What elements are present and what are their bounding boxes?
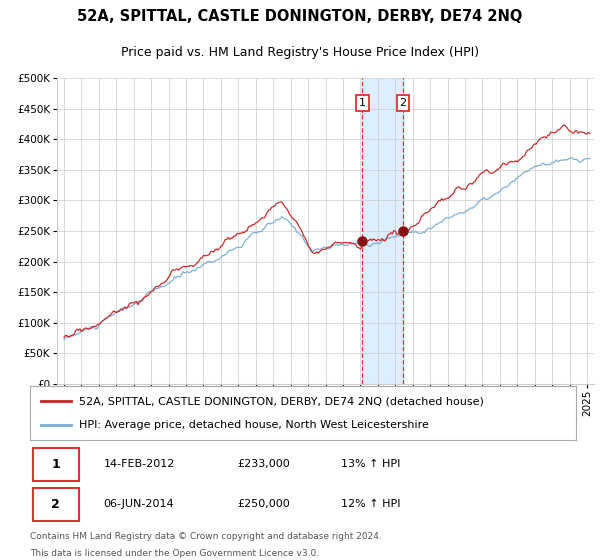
Text: 06-JUN-2014: 06-JUN-2014	[104, 499, 175, 509]
Text: £250,000: £250,000	[238, 499, 290, 509]
FancyBboxPatch shape	[33, 447, 79, 480]
Text: Contains HM Land Registry data © Crown copyright and database right 2024.: Contains HM Land Registry data © Crown c…	[30, 533, 382, 542]
Text: 1: 1	[359, 98, 366, 108]
Text: 12% ↑ HPI: 12% ↑ HPI	[341, 499, 401, 509]
Text: 2: 2	[400, 98, 406, 108]
Text: HPI: Average price, detached house, North West Leicestershire: HPI: Average price, detached house, Nort…	[79, 419, 429, 430]
Text: 13% ↑ HPI: 13% ↑ HPI	[341, 459, 401, 469]
Text: 1: 1	[51, 458, 60, 470]
Text: 2: 2	[51, 497, 60, 511]
Bar	[362, 78, 403, 384]
Text: 14-FEB-2012: 14-FEB-2012	[104, 459, 175, 469]
Text: Price paid vs. HM Land Registry's House Price Index (HPI): Price paid vs. HM Land Registry's House …	[121, 46, 479, 59]
Text: £233,000: £233,000	[238, 459, 290, 469]
Text: 52A, SPITTAL, CASTLE DONINGTON, DERBY, DE74 2NQ (detached house): 52A, SPITTAL, CASTLE DONINGTON, DERBY, D…	[79, 396, 484, 407]
Text: This data is licensed under the Open Government Licence v3.0.: This data is licensed under the Open Gov…	[30, 549, 319, 558]
Text: 52A, SPITTAL, CASTLE DONINGTON, DERBY, DE74 2NQ: 52A, SPITTAL, CASTLE DONINGTON, DERBY, D…	[77, 8, 523, 24]
FancyBboxPatch shape	[33, 488, 79, 521]
